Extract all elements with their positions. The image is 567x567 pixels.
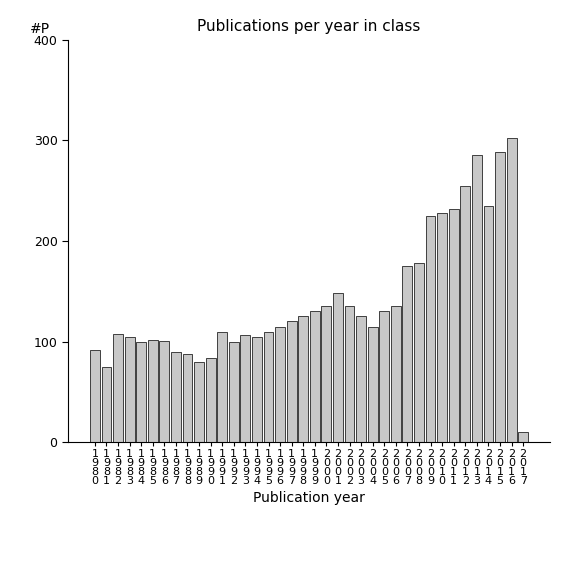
Bar [125,337,134,442]
Bar [217,332,227,442]
Bar [414,263,424,442]
Bar [368,327,378,442]
Bar [136,341,146,442]
Bar [403,266,412,442]
Bar [426,216,435,442]
Bar [194,362,204,442]
Bar [183,354,192,442]
Bar [159,341,169,442]
Bar [379,311,389,442]
Bar [507,138,517,442]
Bar [252,337,262,442]
Bar [148,340,158,442]
Bar [333,293,343,442]
Bar [113,333,123,442]
Bar [321,306,331,442]
Text: #P: #P [29,22,49,36]
Bar [287,321,297,442]
Bar [101,367,111,442]
Bar [391,306,401,442]
Bar [345,306,354,442]
Bar [356,316,366,442]
Bar [495,153,505,442]
Bar [90,350,100,442]
Bar [240,335,250,442]
Bar [310,311,320,442]
Title: Publications per year in class: Publications per year in class [197,19,421,35]
Bar [437,213,447,442]
X-axis label: Publication year: Publication year [253,491,365,505]
Bar [275,327,285,442]
Bar [298,316,308,442]
Bar [206,358,215,442]
Bar [460,185,470,442]
Bar [449,209,459,442]
Bar [229,341,239,442]
Bar [171,352,181,442]
Bar [518,432,528,442]
Bar [484,206,493,442]
Bar [472,155,482,442]
Bar [264,332,273,442]
